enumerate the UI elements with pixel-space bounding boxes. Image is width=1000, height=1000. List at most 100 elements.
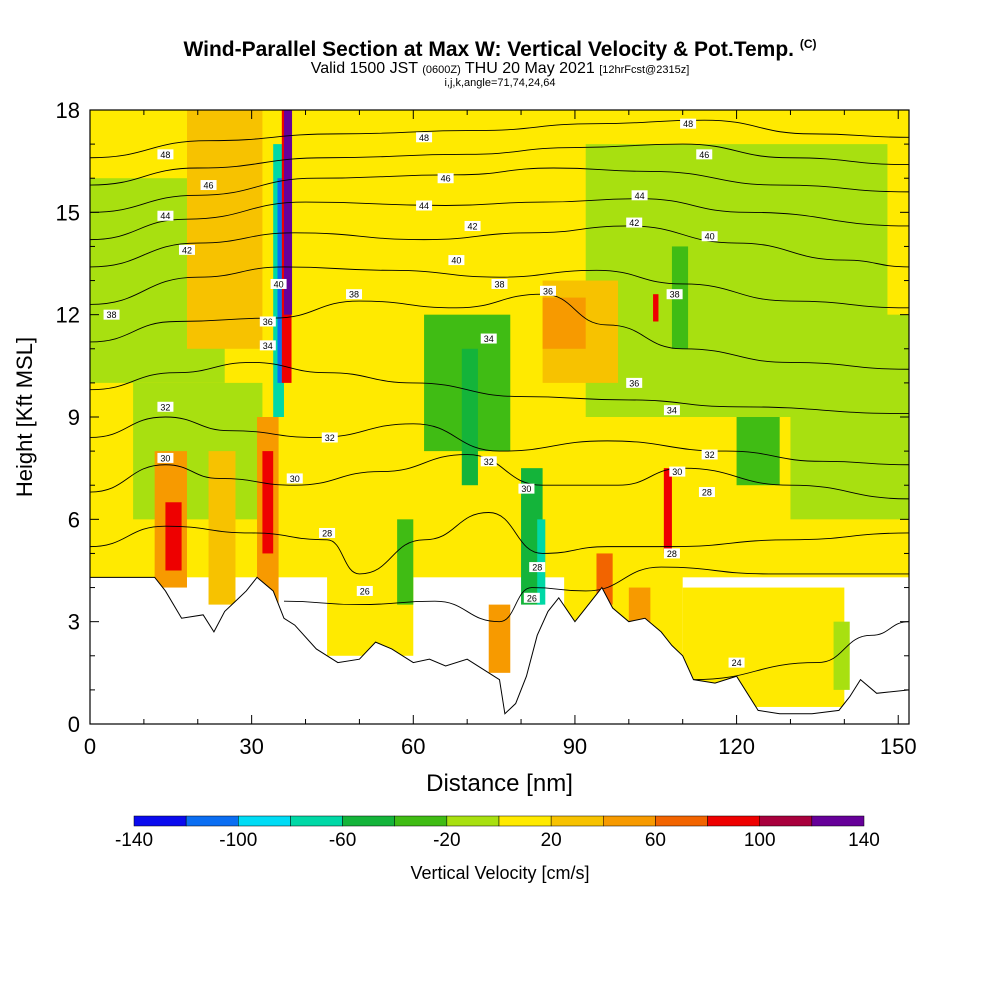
velocity-field [90, 110, 909, 707]
theta-contour-line [90, 225, 909, 268]
subtitle-date: THU 20 May 2021 [464, 60, 595, 77]
contour-label-bg [464, 220, 481, 231]
contour-label: 32 [705, 450, 715, 460]
contour-label-bg [626, 217, 643, 228]
contour-label: 30 [160, 453, 170, 463]
colorbar-swatch [550, 815, 604, 827]
contour-label-bg [270, 278, 287, 289]
contour-label: 38 [494, 279, 504, 289]
velocity-cell [488, 604, 511, 673]
colorbar-swatch [655, 815, 708, 827]
colorbar-tick-label: 60 [645, 830, 666, 851]
theta-contour-line [283, 566, 909, 623]
theta-contour-line [90, 361, 909, 415]
colorbar-swatch [185, 815, 239, 827]
theta-contour-line [90, 167, 909, 213]
contour-label-bg [259, 316, 276, 327]
velocity-cell [165, 502, 182, 571]
y-tick-label: 18 [56, 98, 80, 123]
theta-contour-line [90, 454, 909, 500]
subtitle-forecast: [12hrFcst@2315z] [599, 64, 690, 76]
theta-contour-line [90, 119, 909, 159]
contour-label: 46 [204, 181, 214, 191]
contour-label-bg [259, 340, 276, 351]
velocity-cell [663, 468, 672, 554]
contour-label: 48 [419, 133, 429, 143]
contour-label: 42 [468, 221, 478, 231]
contour-label: 36 [543, 286, 553, 296]
theta-contour-line [90, 416, 909, 466]
contour-label: 26 [527, 593, 537, 603]
contour-label-bg [663, 405, 680, 416]
x-axis-label: Distance [nm] [426, 770, 573, 797]
contour-label-bg [200, 180, 217, 191]
theta-contour-line [90, 143, 909, 186]
contour-label-bg [523, 592, 540, 603]
contour-label: 26 [360, 586, 370, 596]
y-tick-label: 15 [56, 200, 80, 225]
contour-label: 38 [349, 290, 359, 300]
contour-label-bg [157, 210, 174, 221]
contour-label-bg [669, 466, 686, 477]
colorbar-swatch [133, 815, 187, 827]
contour-label-bg [680, 118, 697, 129]
colorbar-swatch [603, 815, 656, 827]
velocity-cell [262, 451, 274, 554]
contour-labels: 48 48 48 46 46 46 44 44 44 42 42 42 40 40 40 38 38 38 38 36… [103, 118, 745, 668]
colorbar-tick-label: -140 [115, 830, 153, 851]
y-tick-label: 3 [68, 610, 80, 635]
chart-title: Wind-Parallel Section at Max W: Vertical… [0, 37, 1000, 62]
contour-label-bg [319, 527, 336, 538]
contour-label-bg [539, 285, 556, 296]
contour-label-bg [416, 132, 433, 143]
contour-label: 28 [702, 488, 712, 498]
velocity-cell [833, 621, 850, 690]
x-tick-label: 60 [401, 734, 425, 759]
contour-label-bg [491, 278, 508, 289]
contour-label: 34 [263, 341, 273, 351]
y-tick-label: 9 [68, 405, 80, 430]
x-tick-label: 120 [718, 734, 755, 759]
velocity-cell [461, 348, 478, 486]
contour-label: 48 [683, 119, 693, 129]
contour-label: 44 [160, 211, 170, 221]
theta-contour-line [693, 621, 909, 681]
contour-label: 28 [322, 528, 332, 538]
contour-label-bg [321, 432, 338, 443]
velocity-cell [542, 297, 586, 349]
theta-contour-line [90, 266, 909, 309]
x-tick-label: 150 [880, 734, 917, 759]
colorbar-title: Vertical Velocity [cm/s] [410, 863, 590, 883]
colorbar-swatch [342, 815, 395, 827]
contour-label-bg [178, 244, 195, 255]
velocity-cell [283, 110, 293, 315]
contour-label: 42 [182, 245, 192, 255]
contour-label: 36 [263, 317, 273, 327]
x-tick-label: 90 [563, 734, 587, 759]
contour-label: 32 [325, 433, 335, 443]
theta-contour-line [90, 512, 909, 575]
y-tick-label: 12 [56, 303, 80, 328]
contour-label-bg [701, 231, 718, 242]
theta-contour-line [90, 198, 909, 241]
contour-label-bg [416, 200, 433, 211]
contour-label-bg [728, 657, 745, 668]
terrain [89, 576, 910, 725]
chart-subtitle: Valid 1500 JST (0600Z) THU 20 May 2021 [… [0, 60, 1000, 78]
contour-label-bg [480, 456, 497, 467]
contour-label: 48 [160, 150, 170, 160]
contour-label-bg [701, 449, 718, 460]
contour-label-bg [666, 289, 683, 300]
colorbar-swatch [759, 815, 813, 827]
contour-label: 24 [732, 658, 742, 668]
contour-label-bg [626, 377, 643, 388]
contour-label: 46 [441, 174, 451, 184]
contour-label: 32 [160, 402, 170, 412]
y-axis-label: Height [Kft MSL] [12, 337, 37, 497]
contour-label-bg [529, 562, 546, 573]
contour-label-bg [631, 190, 648, 201]
contour-label-bg [157, 452, 174, 463]
contour-label-bg [696, 149, 713, 160]
velocity-cell [537, 519, 546, 605]
